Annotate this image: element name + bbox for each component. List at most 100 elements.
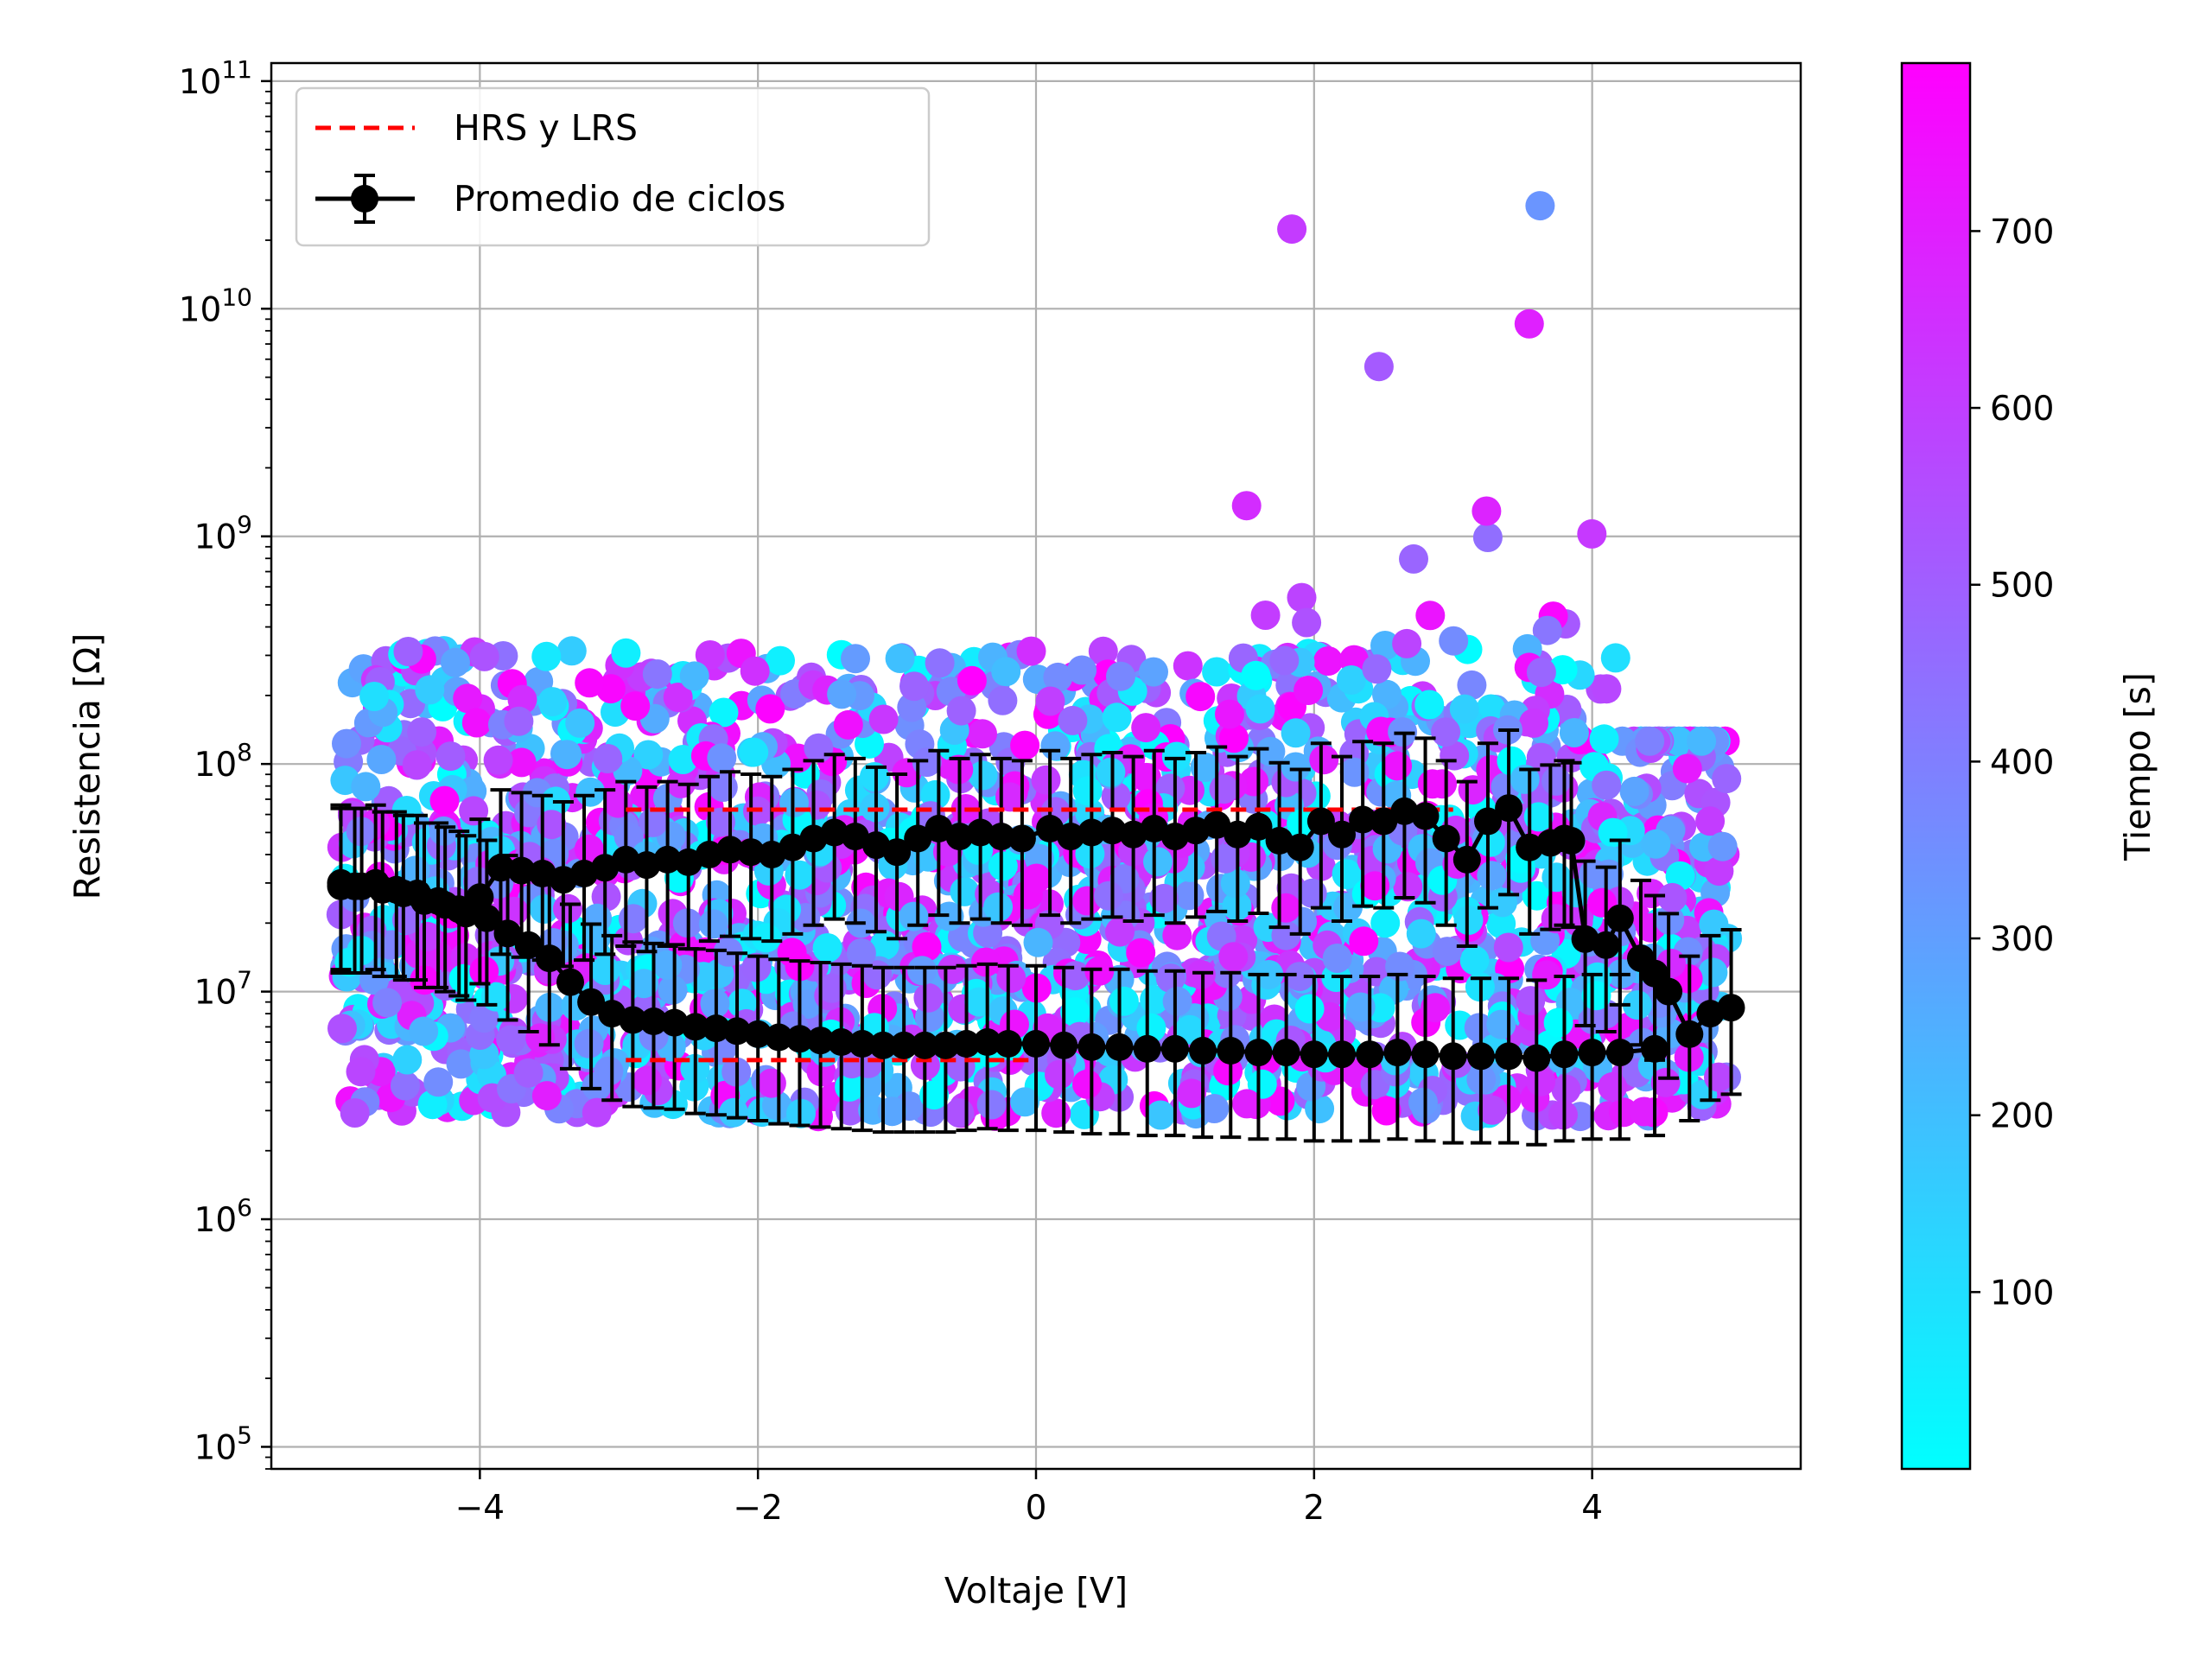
lower-branch-marker — [952, 1030, 981, 1058]
scatter-point — [504, 706, 534, 736]
colorbar-gradient — [1900, 61, 1972, 1471]
scatter-point — [429, 785, 460, 816]
lower-branch-marker — [1300, 1040, 1328, 1069]
right-branch-marker — [1592, 931, 1620, 959]
scatter-point — [1250, 601, 1281, 630]
scatter-point — [1043, 662, 1073, 692]
scatter-point — [402, 750, 432, 780]
lower-branch-marker — [1356, 1040, 1384, 1069]
scatter-point — [537, 687, 568, 717]
upper-branch-marker — [1160, 823, 1189, 851]
lower-branch-marker — [639, 1007, 668, 1035]
scatter-point — [1577, 518, 1607, 549]
legend-box — [295, 86, 931, 247]
scatter-point — [1695, 806, 1726, 836]
upper-branch-marker — [674, 848, 702, 876]
scatter-point — [483, 745, 513, 775]
y-tick-label: 105 — [194, 1421, 252, 1467]
right-branch-marker — [1675, 1020, 1704, 1048]
scatter-point — [971, 947, 1001, 977]
scatter-point — [531, 641, 562, 671]
scatter-point — [1622, 990, 1652, 1020]
lower-branch-marker — [556, 968, 584, 996]
scatter-point — [1021, 863, 1052, 893]
lower-branch-marker — [577, 988, 606, 1016]
scatter-point — [1131, 713, 1161, 743]
upper-branch-marker — [862, 831, 890, 860]
x-tick-label: 0 — [1026, 1489, 1047, 1528]
scatter-point — [1084, 956, 1115, 986]
scatter-point — [756, 1068, 786, 1098]
upper-branch-marker — [1390, 797, 1419, 825]
lower-branch-marker — [1411, 1040, 1440, 1069]
scatter-point — [1619, 776, 1649, 806]
scatter-point — [1232, 1089, 1262, 1119]
scatter-point — [507, 684, 537, 715]
scatter-point — [1149, 883, 1179, 913]
scatter-point — [1399, 543, 1428, 574]
lower-branch-marker — [1328, 1040, 1356, 1069]
lower-branch-marker — [1077, 1033, 1106, 1061]
scatter-point — [968, 719, 997, 749]
scatter-point — [658, 975, 688, 1005]
scatter-point — [1629, 1096, 1659, 1127]
lower-branch-marker — [660, 1008, 689, 1037]
scatter-point — [1255, 736, 1286, 766]
scatter-point — [1431, 717, 1461, 747]
y-tick-label: 106 — [194, 1193, 252, 1240]
scatter-point — [441, 647, 470, 677]
lower-branch-marker — [994, 1030, 1022, 1058]
scatter-point — [1096, 757, 1126, 787]
upper-branch-marker — [528, 860, 556, 887]
scatter-point — [632, 1065, 662, 1096]
scatter-point — [762, 1090, 791, 1121]
upper-branch-marker — [570, 860, 598, 887]
scatter-point — [366, 745, 397, 774]
upper-branch-marker — [987, 823, 1015, 851]
scatter-point — [1421, 993, 1451, 1023]
scatter-point — [1199, 1094, 1230, 1123]
scatter-point — [925, 648, 955, 678]
lower-branch-marker — [1605, 1039, 1634, 1067]
scatter-point — [1581, 981, 1611, 1011]
legend-average-swatch-marker — [351, 185, 378, 213]
scatter-point — [827, 679, 857, 709]
lower-branch-marker — [1105, 1033, 1134, 1061]
x-axis-title: Voltaje [V] — [944, 1570, 1128, 1611]
y-tick-label: 109 — [194, 511, 252, 557]
scatter-point — [944, 1098, 975, 1128]
upper-branch-marker — [1411, 802, 1440, 830]
scatter-point — [946, 696, 976, 726]
colorbar-tick-label: 200 — [1990, 1097, 2054, 1136]
scatter-point — [695, 640, 725, 670]
scatter-point — [1414, 690, 1445, 720]
scatter-point — [469, 956, 499, 986]
scatter-point — [459, 796, 489, 826]
scatter-point — [950, 876, 980, 906]
scatter-point — [582, 1097, 612, 1128]
lower-branch-marker — [1272, 1039, 1300, 1067]
scatter-point — [1704, 856, 1734, 887]
lower-branch-marker — [1495, 1042, 1523, 1071]
lower-branch-marker — [598, 1000, 626, 1028]
scatter-point — [1366, 716, 1396, 747]
scatter-point — [739, 737, 769, 767]
scatter-point — [435, 741, 466, 772]
scatter-point — [552, 740, 582, 770]
scatter-point — [709, 697, 739, 728]
lower-branch-marker — [785, 1025, 814, 1053]
scatter-point — [1294, 676, 1324, 705]
scatter-point — [1269, 645, 1300, 676]
lower-branch-marker — [1550, 1040, 1579, 1069]
colorbar: 100 200 300 400 500 600 700 Tiempo [s] — [1900, 61, 2158, 1471]
scatter-point — [1209, 774, 1239, 804]
colorbar-tick-label: 400 — [1990, 743, 2054, 782]
scatter-point — [618, 904, 648, 934]
scatter-point — [1657, 882, 1688, 912]
scatter-point — [663, 683, 693, 712]
scatter-point — [565, 708, 595, 738]
scatter-point — [1543, 1007, 1573, 1038]
scatter-point — [1439, 626, 1469, 656]
lower-branch-marker — [702, 1014, 730, 1043]
scatter-point — [1294, 994, 1325, 1024]
